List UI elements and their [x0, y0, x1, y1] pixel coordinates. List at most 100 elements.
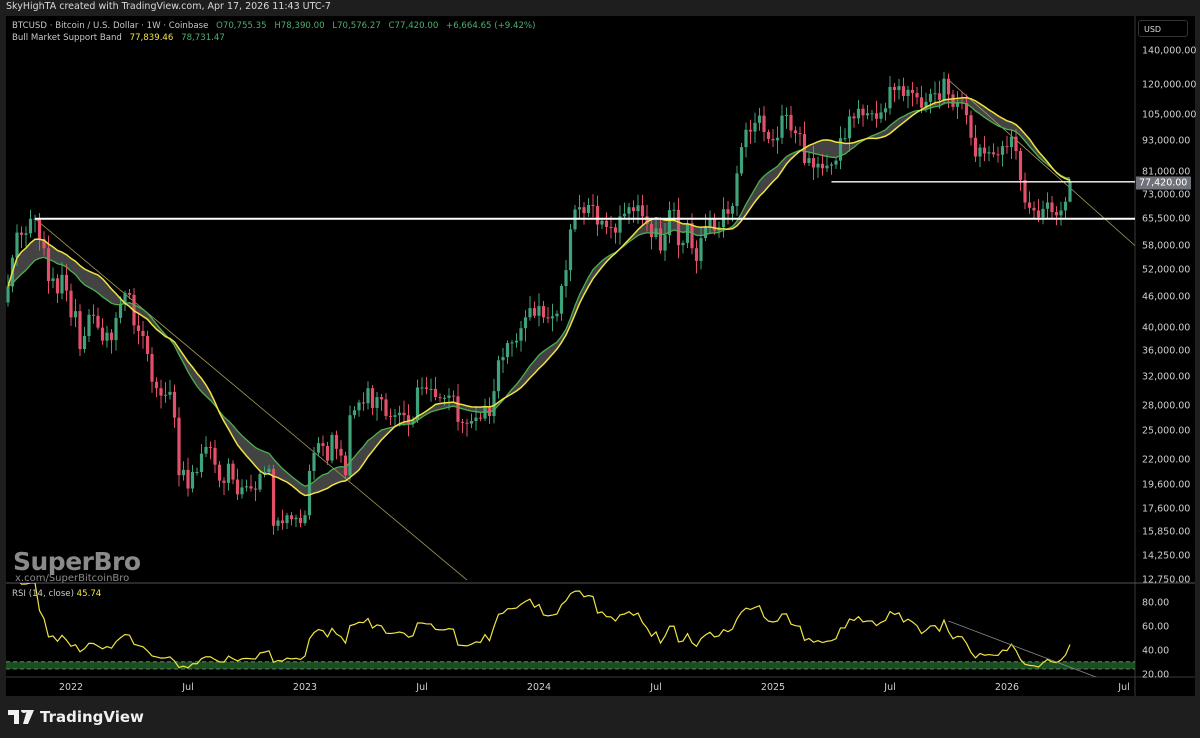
candle	[442, 397, 447, 399]
price-pane	[6, 71, 1135, 581]
candle	[307, 470, 312, 516]
candle	[312, 452, 316, 471]
candle	[69, 290, 73, 318]
candle	[195, 471, 199, 473]
candle	[568, 229, 573, 271]
candle	[438, 397, 442, 399]
candle	[928, 93, 933, 102]
candle	[348, 415, 352, 476]
rsi-title[interactable]: RSI (14, close)	[12, 589, 74, 599]
candle	[141, 330, 145, 337]
candle	[951, 94, 955, 107]
candle	[114, 317, 118, 341]
candle	[775, 137, 780, 141]
candle	[649, 223, 654, 237]
candle	[586, 204, 591, 214]
candle	[78, 311, 82, 350]
candle	[379, 397, 384, 400]
price-tick: 32,000.00	[1142, 371, 1191, 383]
current-price-label: 77,420.00	[1136, 176, 1191, 190]
candle	[510, 342, 514, 344]
symbol-title[interactable]: BTCUSD · Bitcoin / U.S. Dollar · 1W · Co…	[12, 21, 209, 31]
candle	[888, 86, 892, 109]
candle	[784, 114, 789, 116]
chart-caption: SkyHighTA created with TradingView.com, …	[6, 1, 331, 12]
candle	[1054, 212, 1059, 216]
candle	[1045, 202, 1050, 209]
candle	[424, 387, 429, 389]
watermark-logo: SuperBro	[13, 547, 141, 576]
candle	[694, 248, 699, 261]
candle	[325, 445, 330, 461]
candle	[271, 468, 276, 526]
candle	[753, 122, 757, 132]
candle	[420, 387, 424, 389]
low-value: L70,576.27	[332, 21, 381, 31]
candle	[1032, 207, 1036, 211]
candle	[109, 332, 114, 341]
candle	[829, 164, 834, 166]
rsi-legend: RSI (14, close) 45.74	[12, 589, 101, 599]
indicator-title[interactable]: Bull Market Support Band	[12, 33, 122, 43]
price-tick: 93,000.00	[1142, 135, 1191, 147]
currency-button[interactable]: USD	[1138, 20, 1188, 37]
candle	[42, 239, 46, 249]
candle	[429, 388, 433, 390]
candle	[996, 154, 1000, 156]
price-tick: 105,000.00	[1142, 109, 1197, 121]
price-tick: 15,850.00	[1142, 526, 1191, 538]
candle	[604, 220, 609, 227]
candle	[469, 421, 474, 424]
change-value: +6,664.65 (+9.42%)	[446, 21, 536, 31]
candle	[388, 416, 393, 418]
candle	[924, 101, 928, 108]
candle	[492, 391, 496, 417]
candle	[231, 463, 235, 480]
candle	[582, 207, 586, 214]
candle	[1018, 151, 1023, 181]
open-value: O70,755.35	[216, 21, 267, 31]
rsi-tick: 20.00	[1142, 669, 1170, 681]
tradingview-logo[interactable]: TradingView	[8, 708, 144, 726]
candle	[690, 223, 694, 249]
candle	[226, 463, 231, 483]
candle	[483, 407, 487, 419]
candle	[289, 515, 294, 520]
candle	[1068, 181, 1072, 202]
candle	[168, 391, 172, 395]
candle	[1009, 136, 1014, 148]
candle	[213, 447, 217, 465]
candle	[411, 420, 415, 424]
candle	[991, 152, 996, 155]
candle	[708, 218, 712, 227]
candle	[820, 163, 825, 169]
candle	[978, 147, 982, 157]
sma-value: 77,839.46	[129, 33, 174, 43]
candle	[766, 132, 771, 139]
candle	[519, 328, 523, 341]
candle	[1036, 210, 1041, 218]
candle	[699, 238, 703, 261]
candle	[964, 103, 969, 116]
candle	[973, 137, 978, 157]
candle	[402, 412, 406, 416]
candle	[523, 317, 528, 329]
candle	[748, 129, 753, 132]
price-tick: 14,250.00	[1142, 550, 1191, 561]
candle	[528, 308, 532, 318]
candle	[343, 455, 348, 476]
candle	[24, 233, 28, 235]
candle	[244, 486, 249, 488]
candle	[658, 228, 663, 251]
rsi-tick: 40.00	[1142, 645, 1170, 657]
candle	[433, 388, 438, 398]
candle	[478, 417, 483, 419]
candle	[555, 313, 559, 317]
candle	[370, 388, 375, 408]
candle	[127, 292, 132, 295]
candle	[1041, 208, 1045, 218]
candle	[514, 340, 519, 343]
candle	[631, 207, 636, 212]
candle	[262, 471, 267, 475]
